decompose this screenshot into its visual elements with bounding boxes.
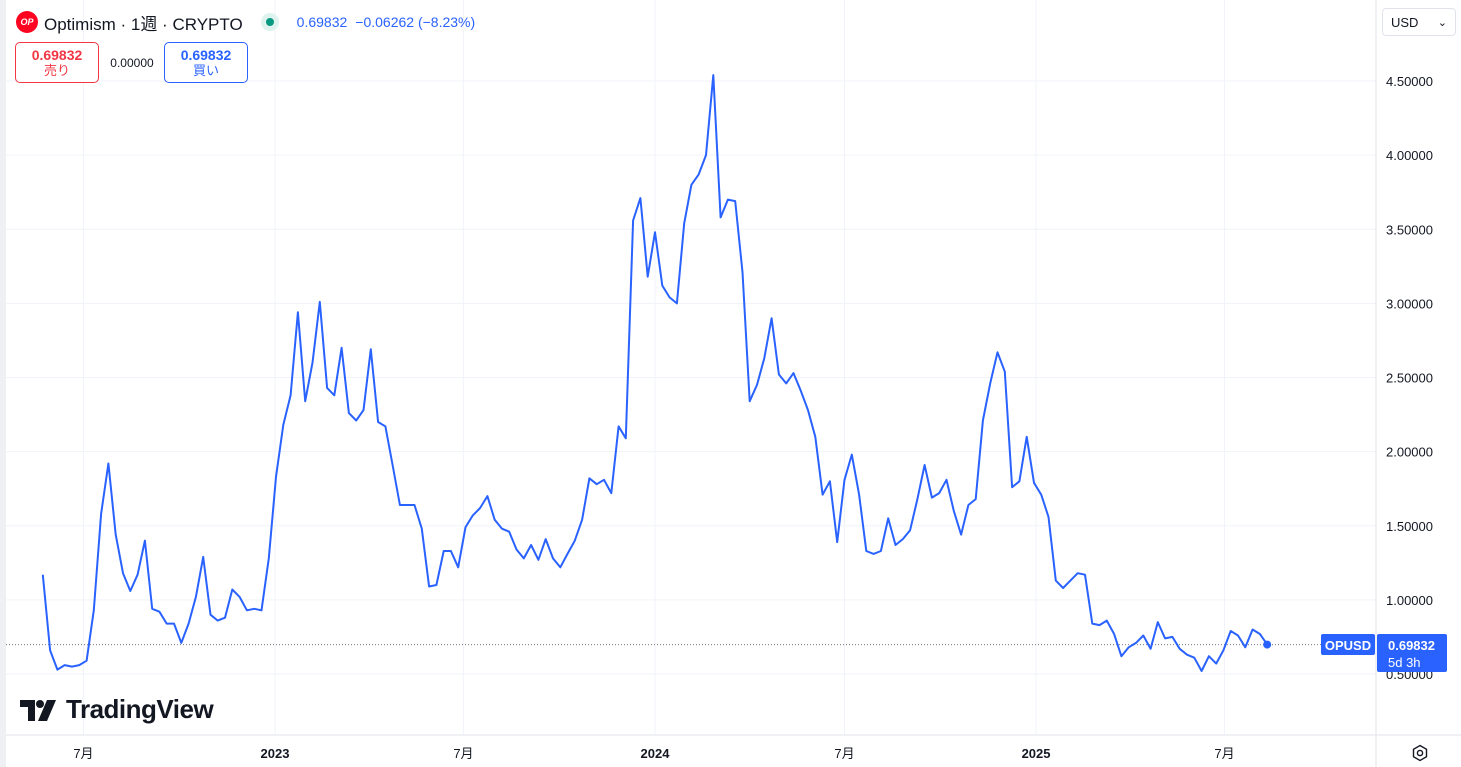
gear-shape	[1412, 744, 1428, 762]
spread-value: 0.00000	[110, 56, 154, 70]
buy-label: 買い	[192, 62, 219, 78]
optimism-logo-icon: OP	[16, 11, 38, 33]
sell-price: 0.69832	[31, 46, 83, 63]
buy-button[interactable]: 0.69832 買い	[164, 42, 248, 83]
chevron-down-icon: ⌄	[1437, 16, 1447, 29]
price-tag: OPUSD 0.69832 5d 3h	[1321, 634, 1447, 672]
tradingview-mark-icon	[20, 699, 56, 721]
y-tick-label: 3.00000	[1386, 296, 1433, 311]
symbol-title[interactable]: Optimism · 1週 · CRYPTO	[44, 14, 243, 34]
y-tick-label: 2.00000	[1386, 445, 1433, 460]
x-tick-label: 7月	[1214, 746, 1234, 761]
y-tick-label: 3.50000	[1386, 222, 1433, 237]
x-tick-label: 2024	[641, 746, 671, 761]
x-tick-label: 7月	[453, 746, 473, 761]
tradingview-logo[interactable]: TradingView	[20, 694, 214, 725]
symbol-tag-text: OPUSD	[1325, 638, 1371, 653]
sell-button[interactable]: 0.69832 売り	[15, 42, 99, 83]
price-axis: 0.500001.000001.500002.000002.500003.000…	[1375, 0, 1433, 767]
x-tick-label: 7月	[834, 746, 854, 761]
left-border	[0, 0, 6, 767]
time-axis: 7月 2023 7月 2024 7月 2025 7月	[6, 734, 1461, 761]
legend-header: OP Optimism · 1週 · CRYPTO 0.69832 −0.062…	[16, 10, 483, 34]
gear-icon[interactable]	[1408, 741, 1432, 765]
y-tick-label: 2.50000	[1386, 371, 1433, 386]
x-tick-label: 2023	[261, 746, 290, 761]
bar-countdown: 5d 3h	[1388, 655, 1421, 670]
y-tick-label: 1.50000	[1386, 519, 1433, 534]
last-price-tag-value: 0.69832	[1388, 638, 1435, 653]
price-change: −0.06262 (−8.23%)	[355, 14, 476, 30]
x-tick-label: 7月	[73, 746, 93, 761]
symbol-tag	[1321, 634, 1375, 655]
y-tick-label: 4.00000	[1386, 148, 1433, 163]
currency-value: USD	[1391, 14, 1419, 30]
buy-price: 0.69832	[180, 46, 232, 63]
y-tick-label: 1.00000	[1386, 593, 1433, 608]
x-tick-label: 2025	[1022, 746, 1051, 761]
currency-select[interactable]: USD ⌄	[1382, 8, 1456, 36]
tradingview-wordmark: TradingView	[66, 694, 214, 724]
last-price: 0.69832	[296, 14, 348, 30]
y-tick-label: 4.50000	[1386, 74, 1433, 89]
last-price-dot	[1263, 640, 1272, 649]
opusd-price-line	[41, 74, 1269, 672]
logo-text: OP	[20, 17, 34, 27]
chart-grid	[6, 0, 1376, 735]
sell-label: 売り	[43, 62, 70, 78]
market-open-dot-icon[interactable]	[260, 13, 279, 31]
last-price-tag	[1377, 634, 1447, 672]
